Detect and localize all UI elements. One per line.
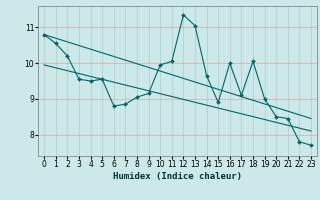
X-axis label: Humidex (Indice chaleur): Humidex (Indice chaleur)	[113, 172, 242, 181]
